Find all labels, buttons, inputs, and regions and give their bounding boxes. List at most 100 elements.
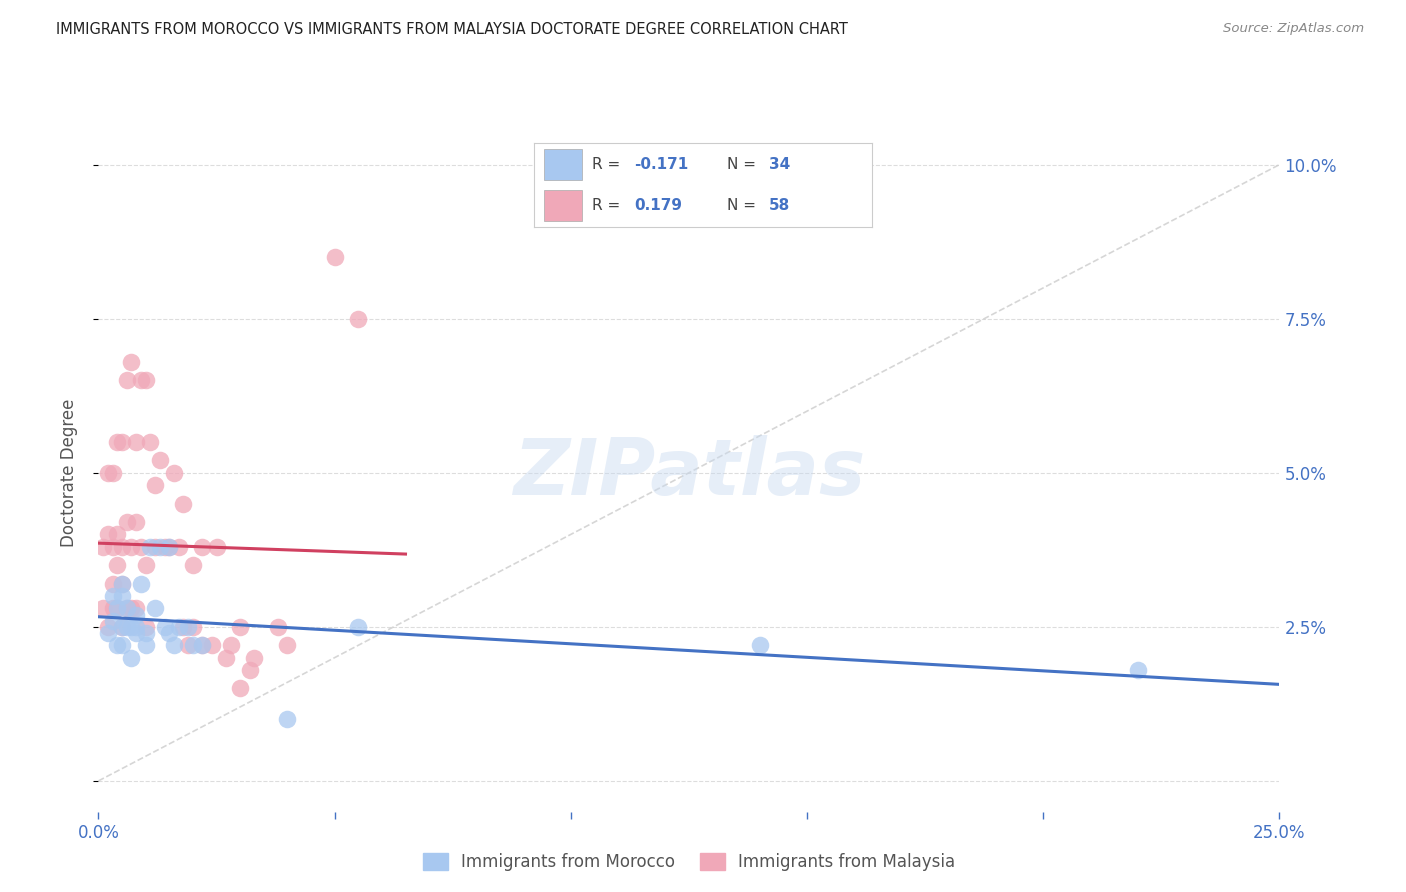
Point: [125, 515, 148, 529]
Point: [101, 614, 124, 628]
Point: [121, 540, 143, 554]
Point: [219, 638, 242, 652]
Point: [115, 601, 138, 615]
Point: [111, 540, 134, 554]
Point: [129, 540, 152, 554]
Point: [121, 650, 143, 665]
Point: [125, 626, 148, 640]
Point: [139, 434, 162, 449]
Text: Source: ZipAtlas.com: Source: ZipAtlas.com: [1223, 22, 1364, 36]
Point: [111, 576, 134, 591]
Point: [121, 620, 143, 634]
Point: [181, 558, 204, 573]
Point: [163, 466, 186, 480]
Y-axis label: Doctorate Degree: Doctorate Degree: [59, 399, 77, 547]
Point: [347, 620, 370, 634]
Point: [135, 638, 157, 652]
Point: [149, 540, 172, 554]
Text: IMMIGRANTS FROM MOROCCO VS IMMIGRANTS FROM MALAYSIA DOCTORATE DEGREE CORRELATION: IMMIGRANTS FROM MOROCCO VS IMMIGRANTS FR…: [56, 22, 848, 37]
Point: [143, 540, 166, 554]
Point: [181, 638, 204, 652]
Text: N =: N =: [727, 157, 761, 172]
Point: [115, 515, 138, 529]
Point: [153, 620, 176, 634]
Point: [149, 453, 172, 467]
Point: [167, 620, 190, 634]
Point: [129, 576, 152, 591]
Point: [276, 712, 298, 726]
Point: [121, 355, 143, 369]
Point: [229, 620, 252, 634]
Point: [167, 540, 190, 554]
FancyBboxPatch shape: [544, 150, 582, 180]
Point: [172, 620, 194, 634]
Point: [135, 558, 157, 573]
Point: [163, 638, 186, 652]
Legend: Immigrants from Morocco, Immigrants from Malaysia: Immigrants from Morocco, Immigrants from…: [416, 847, 962, 878]
Point: [143, 601, 166, 615]
Point: [111, 434, 134, 449]
Point: [101, 601, 124, 615]
Point: [239, 663, 262, 677]
Text: -0.171: -0.171: [634, 157, 688, 172]
Point: [105, 434, 128, 449]
Point: [191, 540, 214, 554]
Point: [111, 620, 134, 634]
Point: [115, 373, 138, 387]
Point: [111, 620, 134, 634]
Point: [97, 527, 120, 541]
Point: [125, 601, 148, 615]
Point: [115, 620, 138, 634]
Point: [135, 620, 157, 634]
Point: [105, 601, 128, 615]
Point: [125, 607, 148, 622]
Point: [105, 601, 128, 615]
Point: [91, 540, 114, 554]
Text: ZIPatlas: ZIPatlas: [513, 434, 865, 511]
Point: [323, 250, 346, 264]
Point: [229, 681, 252, 696]
Point: [276, 638, 298, 652]
Point: [125, 620, 148, 634]
Text: 58: 58: [769, 197, 790, 212]
Point: [215, 650, 238, 665]
Point: [157, 626, 180, 640]
Point: [267, 620, 290, 634]
Text: N =: N =: [727, 197, 761, 212]
Point: [1126, 663, 1149, 677]
Text: R =: R =: [592, 157, 624, 172]
Point: [101, 589, 124, 603]
Point: [347, 311, 370, 326]
Point: [748, 638, 770, 652]
Point: [121, 601, 143, 615]
Point: [115, 601, 138, 615]
Point: [172, 497, 194, 511]
Point: [105, 638, 128, 652]
Point: [97, 620, 120, 634]
Point: [157, 540, 180, 554]
Point: [143, 478, 166, 492]
Text: R =: R =: [592, 197, 624, 212]
Point: [105, 558, 128, 573]
Point: [101, 576, 124, 591]
Point: [135, 373, 157, 387]
FancyBboxPatch shape: [544, 190, 582, 220]
Point: [157, 540, 180, 554]
Point: [177, 638, 200, 652]
Text: 0.179: 0.179: [634, 197, 682, 212]
Point: [101, 540, 124, 554]
Point: [153, 540, 176, 554]
Point: [139, 540, 162, 554]
Point: [125, 434, 148, 449]
Text: 34: 34: [769, 157, 790, 172]
Point: [91, 601, 114, 615]
Point: [111, 638, 134, 652]
Point: [191, 638, 214, 652]
Point: [105, 527, 128, 541]
Point: [97, 466, 120, 480]
Point: [243, 650, 266, 665]
Point: [181, 620, 204, 634]
Point: [111, 576, 134, 591]
Point: [101, 466, 124, 480]
Point: [129, 373, 152, 387]
